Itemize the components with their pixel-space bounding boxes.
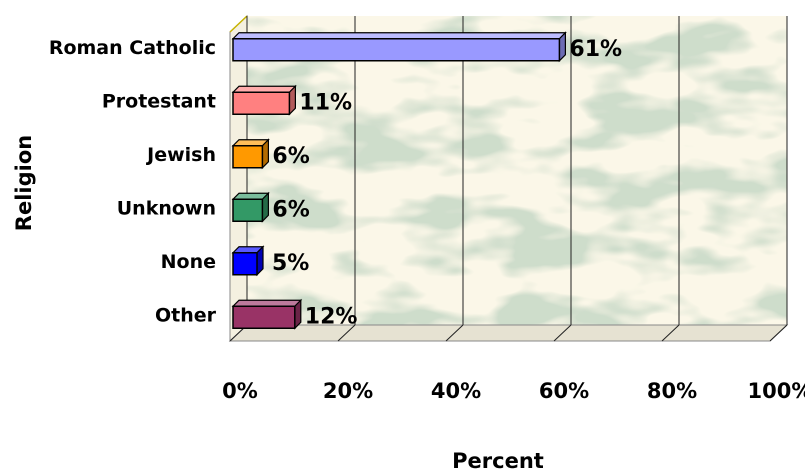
bar-top-face [231,85,297,93]
gridline-floor [445,324,464,342]
bar-front-face [232,198,264,222]
category-label: Other [155,304,217,326]
value-label: 6% [272,197,309,222]
bar-top-face [231,299,303,307]
bar [231,31,567,63]
bar [231,138,270,170]
x-tick-label: 80% [647,379,697,403]
gridline-floor [661,324,680,342]
x-tick-label: 40% [431,379,481,403]
bar [231,245,265,277]
bar-front-face [232,145,264,169]
value-label: 5% [272,251,309,276]
gridlines [229,16,788,342]
x-tick-label: 20% [323,379,373,403]
y-axis-title: Religion [12,135,36,231]
bar-top-face [231,32,567,40]
category-label: Jewish [145,144,216,166]
x-tick-labels: 0% 20% 40% 60% 80% 100% [222,379,805,403]
plot-side-wall [229,14,248,343]
value-label: 61% [569,37,622,62]
x-tick-label: 60% [539,379,589,403]
bar-front-face [232,91,291,115]
category-label: None [161,251,216,273]
value-label: 11% [299,90,352,115]
bar [231,84,297,116]
x-tick-label: 0% [222,379,258,403]
value-label: 6% [272,144,309,169]
bar-front-face [232,252,258,276]
plot-wall-texture [247,16,787,325]
bars [231,31,567,330]
gridline-floor [553,324,572,342]
category-label: Roman Catholic [49,37,216,59]
value-labels: 61% 11% 6% 6% 5% 12% [272,37,622,330]
gridline-floor [769,324,788,342]
value-label: 12% [305,304,358,329]
category-label: Protestant [102,90,216,112]
plot-background [228,14,789,343]
bar [231,298,303,330]
x-tick-label: 100% [748,379,805,403]
bar [231,191,270,223]
plot-corner-edge [229,15,248,33]
bar-front-face [232,38,561,62]
gridline-floor [337,324,356,342]
bar-front-face [232,305,296,329]
x-axis-title: Percent [452,449,544,473]
category-label: Unknown [117,197,216,219]
category-labels: Roman Catholic Protestant Jewish Unknown Non… [49,37,217,327]
